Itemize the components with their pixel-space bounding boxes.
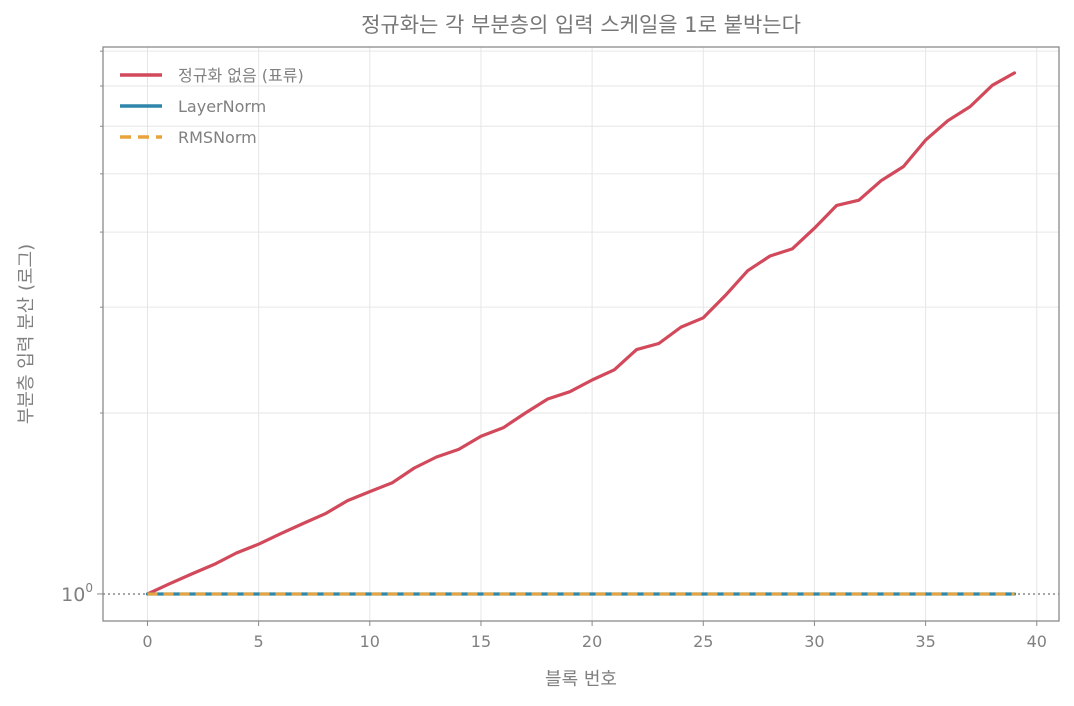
y-axis-label: 부분층 입력 분산 (로그): [16, 244, 37, 424]
x-tick-label: 0: [142, 632, 152, 651]
chart-title: 정규화는 각 부분층의 입력 스케일을 1로 붙박는다: [361, 13, 801, 37]
legend-label-2: RMSNorm: [178, 128, 257, 147]
x-axis-label: 블록 번호: [545, 669, 617, 690]
y-tick-label: 100: [61, 581, 93, 606]
x-tick-label: 20: [582, 632, 602, 651]
series-line-0: [145, 71, 1017, 596]
x-axis-ticks: 0 5 10 15 20 25 30 35 40: [142, 621, 1047, 651]
x-tick-label: 25: [693, 632, 713, 651]
series-layer: [145, 71, 1017, 596]
x-tick-label: 15: [471, 632, 491, 651]
y-axis-ticks: 100: [61, 50, 103, 606]
legend-label-0: 정규화 없음 (표류): [178, 66, 304, 85]
x-tick-label: 10: [360, 632, 380, 651]
x-tick-label: 35: [915, 632, 935, 651]
x-tick-label: 40: [1027, 632, 1047, 651]
x-tick-label: 5: [254, 632, 264, 651]
legend-label-1: LayerNorm: [178, 97, 266, 116]
x-tick-label: 30: [804, 632, 824, 651]
grid: [103, 47, 1059, 621]
plot-frame: [102, 46, 1060, 622]
legend: 정규화 없음 (표류) LayerNorm RMSNorm: [120, 66, 304, 147]
